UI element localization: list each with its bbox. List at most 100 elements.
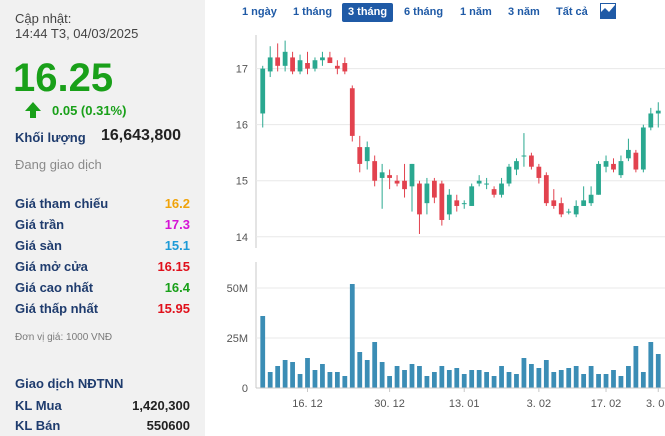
volume-bar — [334, 372, 340, 388]
volume-bar — [618, 376, 624, 388]
price-tick-label: 16 — [236, 120, 248, 132]
volume-bar — [551, 372, 557, 388]
stat-label: Giá mở cửa — [15, 259, 88, 274]
volume-tick-label: 50M — [227, 283, 248, 295]
x-tick-label: 16. 12 — [292, 398, 323, 410]
range-1-month-button[interactable]: 1 tháng — [293, 6, 333, 18]
candle-body — [431, 180, 437, 198]
stat-label: Giá tham chiếu — [15, 196, 109, 211]
stat-label: Giá sàn — [15, 238, 62, 253]
candle-body — [536, 166, 542, 178]
stat-value: 15.95 — [157, 301, 190, 316]
candle-body — [655, 110, 661, 114]
stat-row-high: Giá cao nhất 16.4 — [15, 280, 190, 296]
candle-body — [260, 68, 266, 114]
stat-label: Giá trần — [15, 217, 65, 232]
volume-bar — [529, 364, 534, 388]
volume-bar — [342, 376, 348, 388]
stat-row-low: Giá thấp nhất 15.95 — [15, 301, 190, 317]
stat-value: 17.3 — [164, 217, 190, 232]
area-chart-icon[interactable] — [600, 3, 616, 19]
candle-body — [506, 166, 512, 184]
volume-bar — [349, 284, 355, 388]
stat-value: 16.2 — [164, 196, 190, 211]
candle-body — [543, 175, 549, 204]
volume-bar — [633, 346, 639, 388]
current-price: 16.25 — [13, 56, 114, 100]
volume-bar — [394, 366, 400, 388]
candle-body — [446, 194, 452, 215]
volume-bar — [491, 376, 497, 388]
candle-body — [581, 200, 587, 206]
stat-row-floor: Giá sàn 15.1 — [15, 238, 190, 254]
volume-bar — [439, 366, 445, 388]
volume-bar — [596, 374, 601, 388]
volume-bar — [476, 370, 482, 388]
volume-bar — [446, 370, 452, 388]
candle-body — [364, 147, 370, 162]
stat-row-reference: Giá tham chiếu 16.2 — [15, 196, 190, 212]
range-3-months-button[interactable]: 3 tháng — [342, 3, 394, 22]
candle-body — [484, 183, 490, 185]
candle-body — [379, 172, 385, 178]
x-tick-label: 17. 02 — [591, 398, 622, 410]
x-tick-label: 3. 02 — [527, 398, 551, 410]
price-tick-label: 15 — [236, 176, 248, 188]
x-tick-label: 3. 03 — [646, 398, 665, 410]
stat-label: Giá cao nhất — [15, 280, 94, 295]
price-change: 0.05 (0.31%) — [52, 103, 127, 118]
volume-bar — [573, 366, 579, 388]
x-tick-label: 30. 12 — [374, 398, 405, 410]
volume-bar — [626, 366, 631, 388]
volume-bar — [402, 370, 407, 388]
candle-body — [320, 57, 325, 61]
candle-body — [357, 147, 363, 164]
stat-value: 16.15 — [157, 259, 190, 274]
range-1-year-button[interactable]: 1 năm — [460, 6, 492, 18]
volume-bar — [305, 358, 310, 388]
range-6-months-button[interactable]: 6 tháng — [404, 6, 444, 18]
volume-bar — [521, 358, 527, 388]
candle-body — [476, 180, 482, 184]
range-1-day-button[interactable]: 1 ngày — [242, 6, 277, 18]
volume-bar — [320, 364, 325, 388]
x-tick-label: 13. 01 — [449, 398, 480, 410]
arrow-up-icon — [25, 102, 41, 118]
price-tick-label: 17 — [236, 64, 248, 76]
candle-body — [566, 211, 572, 213]
candle-body — [327, 57, 333, 64]
candle-body — [514, 161, 519, 170]
volume-bar — [640, 372, 646, 388]
candle-body — [387, 175, 392, 178]
volume-bar — [327, 372, 333, 388]
candle-body — [640, 127, 646, 170]
volume-bar — [588, 366, 594, 388]
volume-bar — [357, 352, 363, 388]
stat-value: 16.4 — [164, 280, 190, 295]
price-tick-label: 14 — [236, 232, 248, 244]
quote-sidebar: Cập nhật: 14:44 T3, 04/03/2025 16.25 0.0… — [0, 0, 205, 436]
volume-bar — [536, 368, 542, 388]
volume-bar — [484, 372, 490, 388]
range-3-years-button[interactable]: 3 năm — [508, 6, 540, 18]
candle-body — [342, 63, 348, 72]
volume-bar — [454, 368, 460, 388]
candle-body — [469, 186, 475, 206]
foreign-buy-value: 1,420,300 — [132, 398, 190, 413]
candle-body — [603, 161, 609, 167]
candle-body — [648, 113, 654, 128]
trading-status: Đang giao dịch — [15, 157, 102, 172]
foreign-trading-title: Giao dịch NĐTNN — [15, 376, 124, 391]
volume-bar — [297, 374, 303, 388]
foreign-buy-label: KL Mua — [15, 398, 62, 413]
updated-time: 14:44 T3, 04/03/2025 — [15, 26, 139, 41]
volume-bar — [312, 370, 318, 388]
range-all-button[interactable]: Tất cả — [556, 6, 588, 18]
candle-body — [461, 203, 467, 205]
stat-value: 15.1 — [164, 238, 190, 253]
candle-body — [573, 205, 579, 215]
candle-body — [424, 183, 430, 204]
volume-bar — [611, 370, 616, 388]
candle-body — [491, 189, 497, 195]
volume-bar — [290, 362, 295, 388]
